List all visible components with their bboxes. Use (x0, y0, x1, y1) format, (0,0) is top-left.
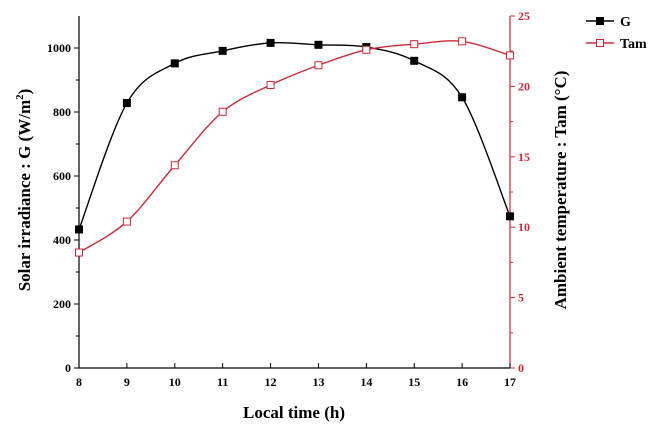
left-tick-label: 600 (53, 169, 71, 183)
left-y-axis-title-close: ) (15, 89, 34, 95)
series-layer (75, 37, 514, 257)
data-point-g (458, 93, 467, 102)
right-tick-label: 0 (518, 361, 524, 375)
x-tick-label: 17 (504, 375, 516, 389)
x-tick-label: 12 (265, 375, 277, 389)
data-point-tam (458, 37, 467, 46)
legend-marker-g (596, 17, 604, 25)
legend: G Tam (586, 15, 647, 52)
data-point-g (506, 212, 514, 221)
data-point-tam (266, 80, 275, 89)
legend-item-g: G (586, 15, 631, 30)
data-point-g (122, 99, 131, 108)
data-point-g (218, 46, 227, 55)
left-y-axis: 0 200 400 600 800 1000 (47, 41, 79, 375)
x-tick-label: 9 (124, 375, 130, 389)
series-g (75, 38, 514, 234)
left-y-axis-title: Solar irradiance : G (W/m2) (14, 89, 34, 292)
data-point-tam (122, 217, 131, 226)
left-y-axis-title-main: Solar irradiance : G (W/m (15, 100, 34, 291)
x-tick-label: 13 (312, 375, 324, 389)
right-tick-label: 20 (518, 79, 530, 93)
left-y-axis-title-sup: 2 (14, 94, 26, 100)
left-tick-label: 400 (53, 233, 71, 247)
data-point-tam (170, 161, 179, 170)
x-tick-label: 11 (217, 375, 228, 389)
x-tick-label: 10 (169, 375, 181, 389)
data-point-tam (314, 61, 323, 70)
data-point-tam (218, 107, 227, 116)
x-tick-label: 16 (456, 375, 468, 389)
data-point-tam (75, 248, 83, 257)
data-point-g (410, 56, 419, 65)
series-line-tam (78, 40, 511, 254)
right-tick-label: 25 (518, 9, 530, 23)
data-point-tam (410, 40, 419, 49)
data-point-tam (362, 45, 371, 54)
right-y-axis-title: Ambient temperature : Tam (°C) (551, 71, 570, 310)
x-axis: 8 9 10 11 12 13 14 15 16 17 (76, 363, 516, 389)
x-tick-label: 14 (360, 375, 372, 389)
series-tam (75, 37, 514, 257)
right-tick-label: 5 (518, 291, 524, 305)
right-tick-label: 10 (518, 220, 530, 234)
data-point-tam (506, 51, 514, 60)
data-point-g (75, 225, 83, 234)
series-line-g (78, 41, 511, 230)
legend-label-g: G (620, 15, 631, 30)
x-tick-label: 8 (76, 375, 82, 389)
legend-marker-tam (596, 39, 604, 47)
x-tick-label: 15 (408, 375, 420, 389)
data-point-g (170, 59, 179, 68)
left-tick-label: 0 (65, 361, 71, 375)
legend-item-tam: Tam (586, 37, 647, 52)
data-point-g (314, 40, 323, 49)
right-y-axis: 0 5 10 15 20 25 (510, 9, 530, 375)
plot-frame (78, 16, 511, 369)
x-axis-title: Local time (h) (243, 403, 345, 422)
right-tick-label: 15 (518, 150, 530, 164)
left-tick-label: 1000 (47, 41, 71, 55)
legend-label-tam: Tam (620, 37, 647, 52)
left-tick-label: 200 (53, 297, 71, 311)
data-point-g (266, 38, 275, 47)
left-tick-label: 800 (53, 105, 71, 119)
